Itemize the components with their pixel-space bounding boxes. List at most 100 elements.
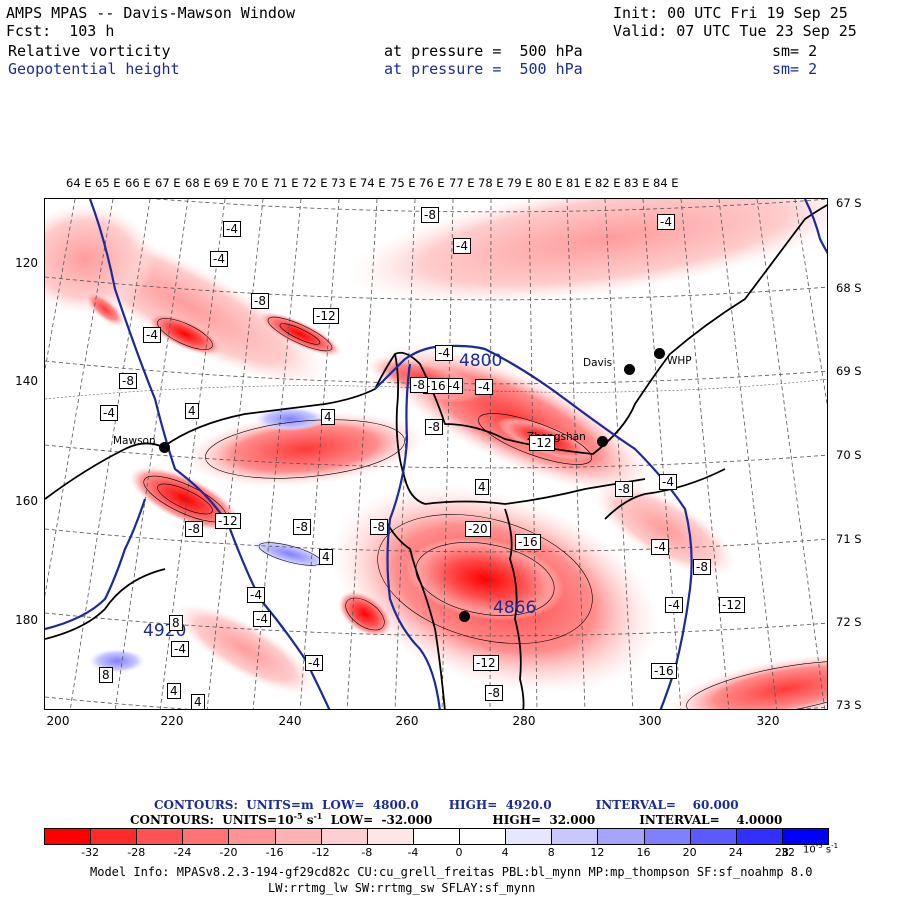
lon-label: 77 E bbox=[449, 176, 475, 190]
colorbar-cell bbox=[689, 828, 737, 845]
vorticity-contour-label: -12 bbox=[719, 597, 745, 613]
x-tick-label: 320 bbox=[756, 714, 780, 728]
vorticity-contour-label: -16 bbox=[515, 534, 541, 550]
vorticity-contour-info: CONTOURS: UNITS=10-5 s-1 LOW= -32.000 HIG… bbox=[130, 811, 783, 827]
lon-label: 82 E bbox=[595, 176, 621, 190]
colorbar-tick: 28 bbox=[774, 846, 789, 859]
vorticity-contour-label: -4 bbox=[659, 474, 677, 490]
colorbar-tick: 8 bbox=[547, 846, 555, 859]
colorbar-tick: 0 bbox=[455, 846, 463, 859]
lat-label: 67 S bbox=[836, 196, 862, 210]
map-canvas bbox=[45, 199, 827, 709]
x-tick-label: 240 bbox=[278, 714, 302, 728]
colorbar-tick: -28 bbox=[127, 846, 146, 859]
lon-label: 73 E bbox=[331, 176, 357, 190]
map-title: AMPS MPAS -- Davis-Mawson Window bbox=[6, 4, 295, 22]
colorbar-cell bbox=[412, 828, 461, 845]
vorticity-contour-label: 4 bbox=[185, 403, 199, 419]
vorticity-map: 4800 4920 4866 Mawson Davis WHP Zhongsha… bbox=[44, 198, 828, 710]
vorticity-contour-label: -20 bbox=[465, 521, 491, 537]
y-tick-label: 160 bbox=[15, 494, 38, 508]
vorticity-contour-label: -8 bbox=[410, 377, 428, 393]
lon-label: 83 E bbox=[624, 176, 650, 190]
colorbar-tick: -20 bbox=[219, 846, 238, 859]
x-tick-label: 260 bbox=[395, 714, 419, 728]
y-tick-label: 180 bbox=[15, 613, 38, 627]
vorticity-contours bbox=[143, 316, 827, 709]
station-marker-zhongshan bbox=[597, 436, 608, 447]
field1-smoothing: sm= 2 bbox=[772, 42, 818, 60]
colorbar-cell bbox=[505, 828, 553, 845]
vorticity-contour-label: -4 bbox=[223, 221, 241, 237]
station-marker-mawson bbox=[159, 442, 170, 453]
lon-label: 76 E bbox=[419, 176, 445, 190]
colorbar-cell bbox=[182, 828, 230, 845]
vorticity-contour-label: -8 bbox=[293, 519, 311, 535]
x-tick-label: 220 bbox=[160, 714, 184, 728]
colorbar-cell bbox=[136, 828, 184, 845]
colorbar-tick: -24 bbox=[173, 846, 192, 859]
colorbar-tick: -32 bbox=[81, 846, 100, 859]
lon-label: 67 E bbox=[155, 176, 181, 190]
y-tick-label: 140 bbox=[15, 374, 38, 388]
lon-label: 79 E bbox=[507, 176, 533, 190]
colorbar-tick: 12 bbox=[590, 846, 605, 859]
colorbar-cell bbox=[320, 828, 368, 845]
field2-level: at pressure = 500 hPa bbox=[384, 60, 583, 78]
height-label-4800: 4800 bbox=[459, 351, 503, 371]
vorticity-contour-label: -4 bbox=[453, 238, 471, 254]
colorbar-tick: 24 bbox=[728, 846, 743, 859]
vorticity-contour-label: -4 bbox=[435, 345, 453, 361]
lon-label: 81 E bbox=[566, 176, 592, 190]
lat-label: 71 S bbox=[836, 532, 862, 546]
forecast-hour: Fcst: 103 h bbox=[6, 22, 115, 40]
valid-time: Valid: 07 UTC Tue 23 Sep 25 bbox=[613, 22, 857, 40]
vorticity-contour-label: 4 bbox=[321, 409, 335, 425]
colorbar-tick: -8 bbox=[361, 846, 373, 859]
colorbar-cell bbox=[459, 828, 507, 845]
vorticity-contour-label: -16 bbox=[651, 663, 677, 679]
vorticity-contour-label: 4 bbox=[191, 694, 205, 709]
colorbar-cell bbox=[781, 828, 829, 845]
vorticity-contour-label: -4 bbox=[475, 379, 493, 395]
x-tick-label: 300 bbox=[638, 714, 662, 728]
colorbar-cell bbox=[90, 828, 138, 845]
vorticity-contour-label: -8 bbox=[185, 521, 203, 537]
colorbar-cell bbox=[735, 828, 783, 845]
height-label-4866: 4866 bbox=[493, 598, 537, 618]
lon-label: 68 E bbox=[185, 176, 211, 190]
vorticity-contour-label: -8 bbox=[485, 685, 503, 701]
station-marker-dome bbox=[459, 611, 470, 622]
vorticity-contour-label: -4 bbox=[657, 214, 675, 230]
vorticity-contour-label: -8 bbox=[425, 419, 443, 435]
lon-label: 80 E bbox=[537, 176, 563, 190]
vorticity-contour-label: 4 bbox=[319, 549, 333, 565]
coastline bbox=[45, 204, 827, 709]
lon-label: 71 E bbox=[273, 176, 299, 190]
vorticity-contour-label: -12 bbox=[313, 308, 339, 324]
vorticity-contour-label: -8 bbox=[119, 373, 137, 389]
lon-label: 64 E bbox=[66, 176, 92, 190]
colorbar-unit: 10-5 s-1 bbox=[803, 842, 839, 856]
vorticity-contour-label: -4 bbox=[305, 655, 323, 671]
colorbar-tick: -4 bbox=[407, 846, 419, 859]
colorbar-cell bbox=[551, 828, 599, 845]
colorbar-tick: 4 bbox=[501, 846, 509, 859]
field2-smoothing: sm= 2 bbox=[772, 60, 818, 78]
geopotential-contours bbox=[45, 199, 827, 709]
lon-label: 84 E bbox=[653, 176, 679, 190]
lat-label: 68 S bbox=[836, 281, 862, 295]
init-time: Init: 00 UTC Fri 19 Sep 25 bbox=[613, 4, 848, 22]
x-tick-label: 200 bbox=[46, 714, 70, 728]
vorticity-contour-label: -4 bbox=[171, 641, 189, 657]
vorticity-contour-label: -8 bbox=[251, 293, 269, 309]
station-label-davis: Davis bbox=[583, 357, 613, 369]
colorbar-tick: 20 bbox=[682, 846, 697, 859]
vorticity-contour-label: 4 bbox=[167, 683, 181, 699]
station-marker-davis bbox=[624, 364, 635, 375]
lon-label: 74 E bbox=[360, 176, 386, 190]
colorbar-cell bbox=[274, 828, 322, 845]
colorbar-cell bbox=[643, 828, 691, 845]
model-info-line2: LW:rrtmg_lw SW:rrtmg_sw SFLAY:sf_mynn bbox=[268, 881, 536, 895]
vorticity-contour-label: 4 bbox=[475, 479, 489, 495]
